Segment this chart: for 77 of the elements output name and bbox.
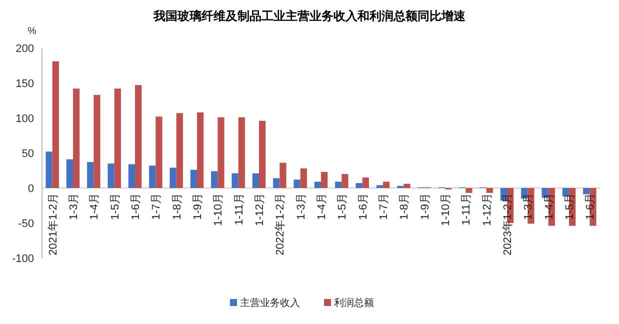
bar <box>73 88 80 188</box>
x-tick-label: 1-7月 <box>150 193 163 220</box>
y-tick-label: 50 <box>22 148 34 160</box>
x-tick-label: 1-12月 <box>254 193 266 226</box>
y-tick-label: 150 <box>16 78 34 90</box>
bar <box>466 188 472 193</box>
bar <box>335 182 342 188</box>
x-tick-label: 1-8月 <box>398 193 411 220</box>
bar <box>404 184 410 188</box>
x-tick-label: 1-9月 <box>419 193 432 220</box>
bar <box>170 168 176 188</box>
x-tick-label: 1-11月 <box>460 193 473 226</box>
x-tick-label: 1-6月 <box>584 193 597 220</box>
bar <box>583 188 590 194</box>
bar <box>294 180 300 188</box>
x-tick-label: 1-3月 <box>68 193 80 220</box>
x-tick-label: 1-3月 <box>522 193 535 220</box>
x-tick-label: 1-6月 <box>130 193 142 220</box>
x-tick-label: 2023年1-2月 <box>502 193 514 256</box>
bar <box>273 178 280 188</box>
legend-label: 利润总额 <box>334 297 374 309</box>
bar <box>87 162 94 188</box>
x-tick-label: 1-3月 <box>295 193 308 220</box>
bar <box>232 173 238 188</box>
bar <box>252 173 259 188</box>
bar <box>362 178 369 188</box>
bar <box>46 152 52 188</box>
x-tick-label: 1-4月 <box>88 193 101 220</box>
y-tick-label: -100 <box>12 253 34 265</box>
bar <box>376 185 383 188</box>
x-tick-label: 1-10月 <box>212 193 225 226</box>
x-tick-label: 1-4月 <box>316 193 328 220</box>
bar <box>486 188 493 193</box>
y-tick-label: 100 <box>16 113 34 125</box>
bar <box>114 88 121 188</box>
bar <box>321 172 328 188</box>
x-tick-label: 1-7月 <box>378 193 390 220</box>
x-tick-label: 1-6月 <box>357 193 370 220</box>
x-tick-label: 1-5月 <box>109 193 122 220</box>
x-tick-label: 1-8月 <box>171 193 184 220</box>
bar <box>300 168 307 188</box>
x-tick-label: 1-10月 <box>440 193 452 226</box>
x-tick-label: 1-5月 <box>336 193 349 220</box>
bar <box>562 188 569 196</box>
x-tick-label: 1-5月 <box>564 193 576 220</box>
bar <box>383 182 390 188</box>
bar <box>211 171 218 188</box>
x-tick-label: 1-4月 <box>543 193 556 220</box>
bar <box>156 116 162 188</box>
x-tick-label: 2021年1-2月 <box>47 193 60 256</box>
bar <box>135 85 142 188</box>
bar <box>314 182 321 188</box>
bar <box>356 183 362 188</box>
bar <box>66 159 73 188</box>
bar <box>280 162 286 188</box>
bar <box>238 117 245 188</box>
y-axis-title: % <box>28 26 37 37</box>
bar <box>259 120 266 188</box>
y-tick-label: 200 <box>16 43 34 55</box>
legend-label: 主营业务收入 <box>240 297 300 309</box>
bar <box>342 174 348 188</box>
bar <box>108 164 114 188</box>
bar <box>52 61 59 188</box>
x-tick-label: 2022年1-2月 <box>274 193 287 256</box>
bar <box>218 117 224 188</box>
x-tick-label: 1-9月 <box>192 193 204 220</box>
bar <box>149 166 156 188</box>
bar <box>190 170 197 188</box>
bar <box>128 164 135 188</box>
bar <box>94 94 100 188</box>
x-tick-label: 1-11月 <box>233 193 246 226</box>
bar <box>176 113 183 188</box>
bar <box>197 112 204 188</box>
chart-title: 我国玻璃纤维及制品工业主营业务收入和利润总额同比增速 <box>152 9 466 23</box>
y-tick-label: 0 <box>28 183 34 195</box>
x-tick-label: 1-12月 <box>481 193 494 226</box>
y-tick-label: -50 <box>18 218 34 230</box>
